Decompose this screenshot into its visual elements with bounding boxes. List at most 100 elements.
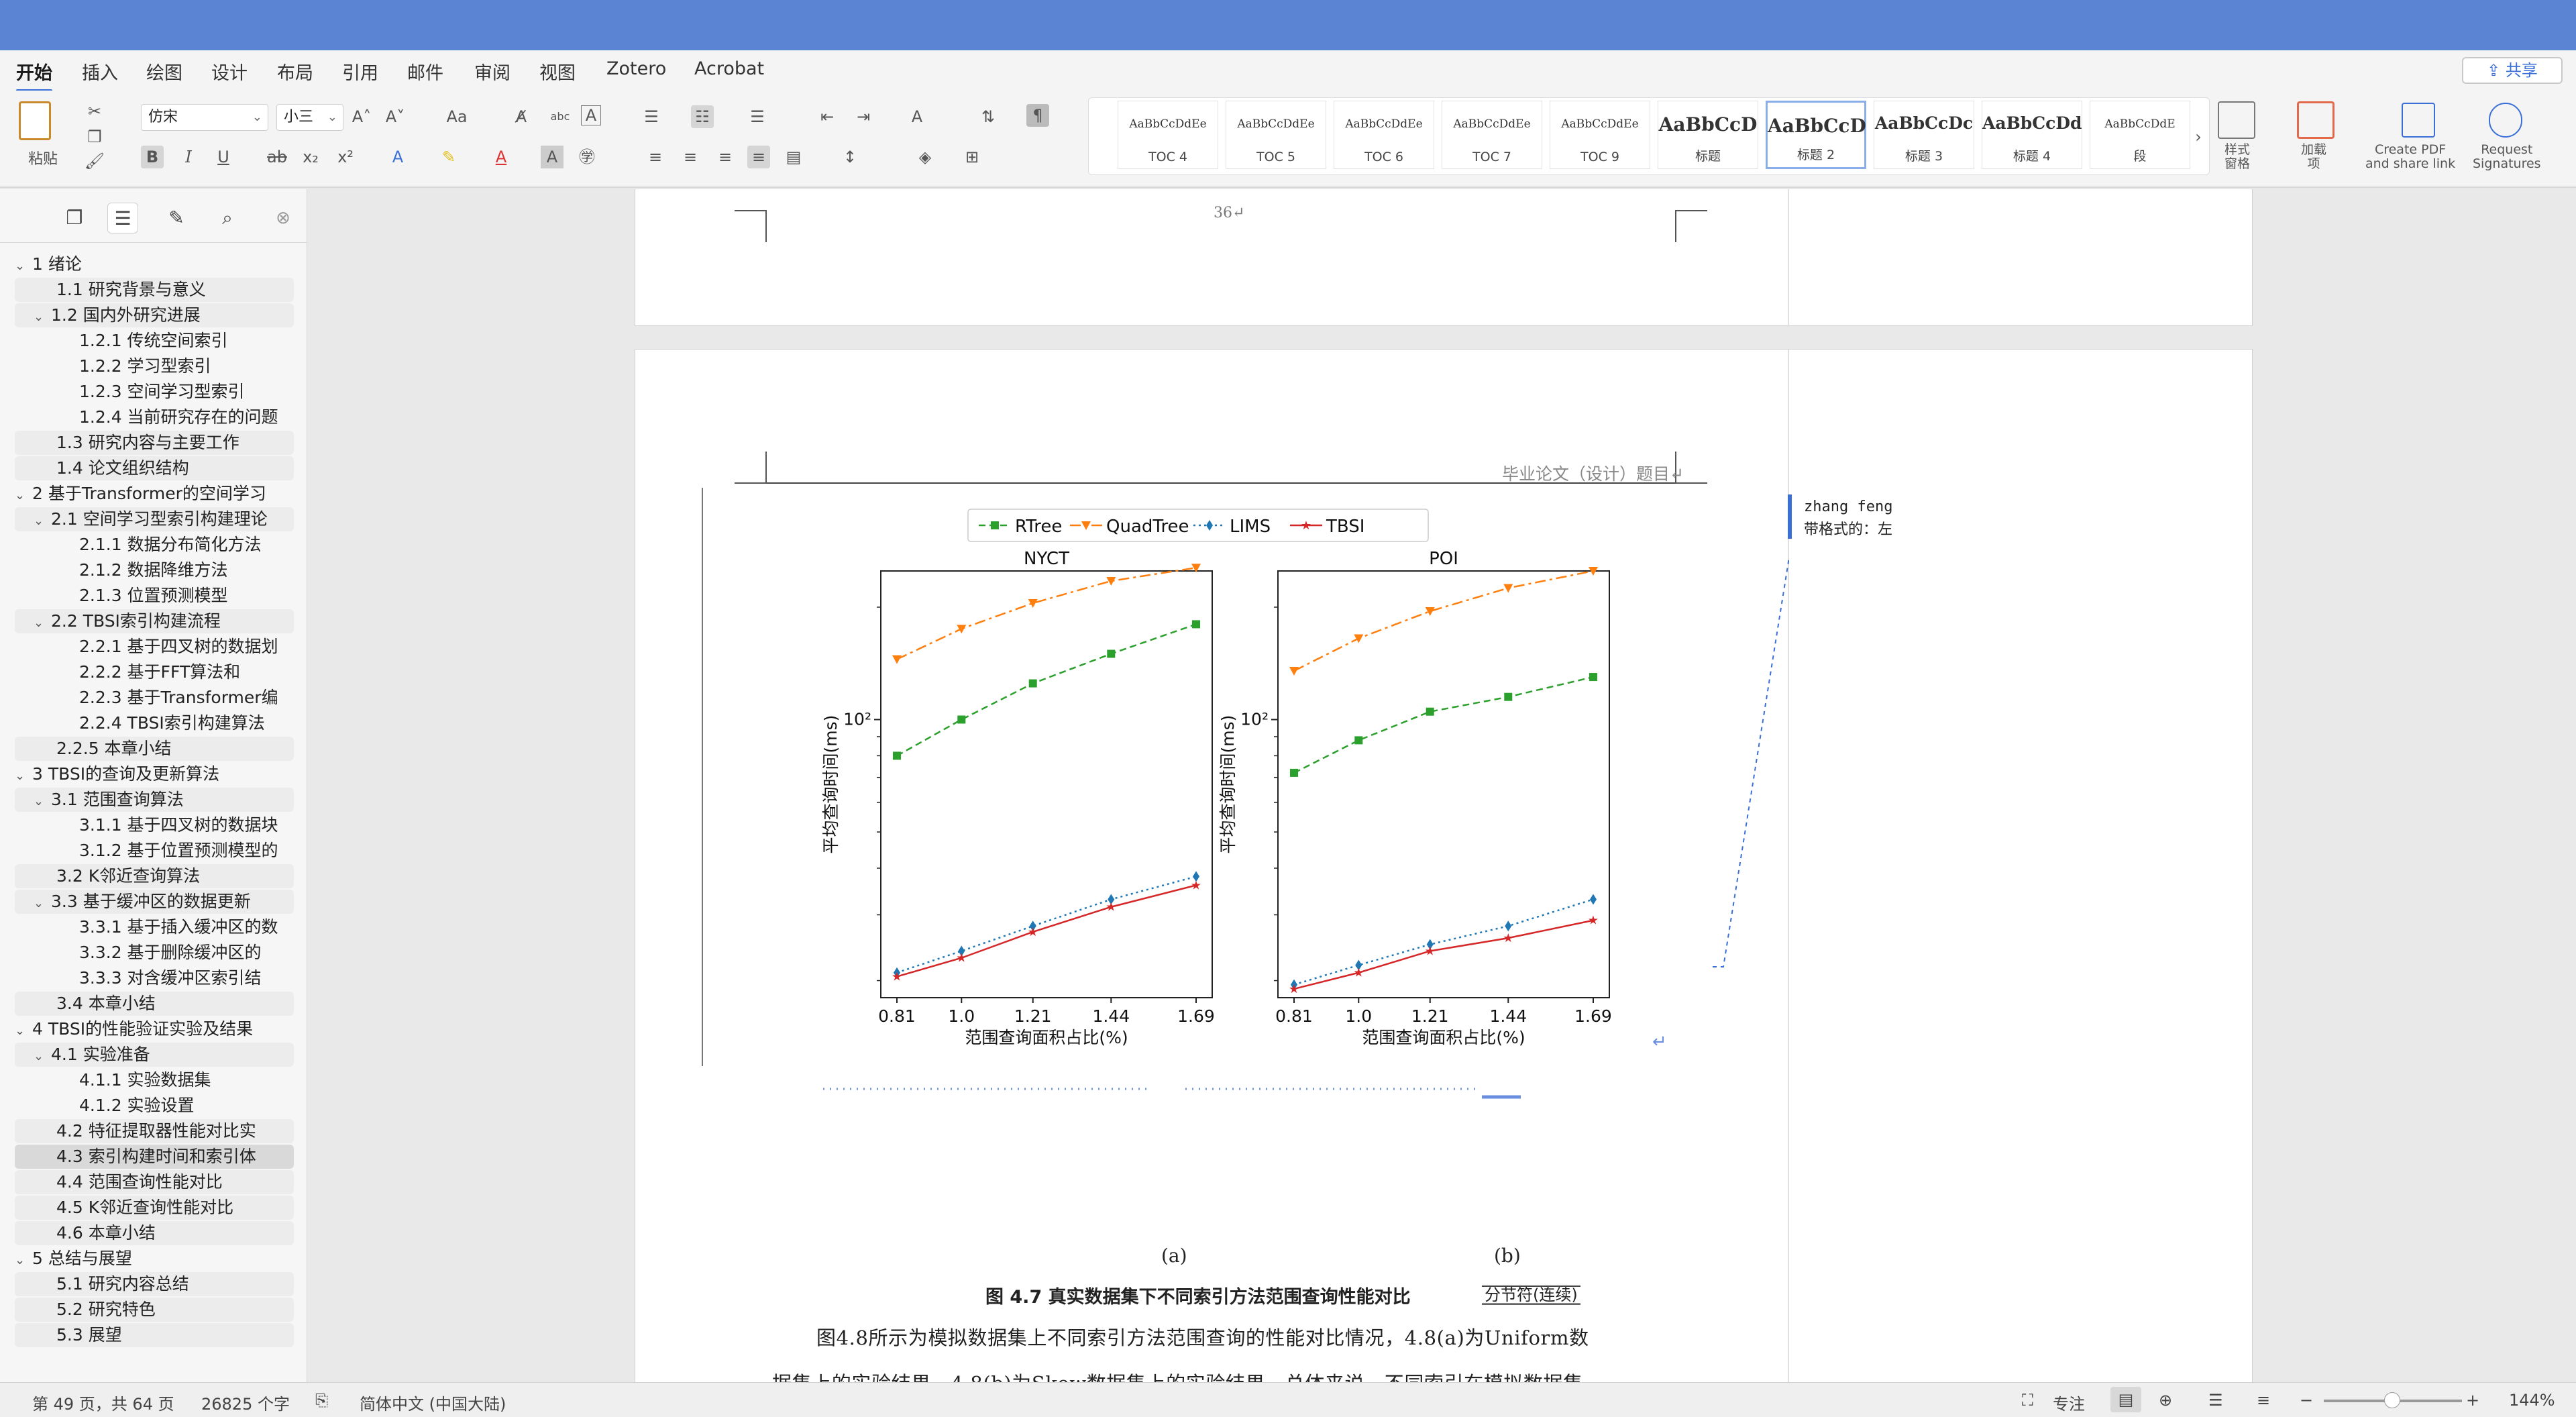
sort-icon[interactable]: ⇅	[981, 107, 996, 126]
draft-view-icon[interactable]: ≡	[2257, 1391, 2271, 1410]
tab-mailings[interactable]: 邮件	[407, 63, 443, 84]
page-count[interactable]: 第 49 页，共 64 页	[32, 1395, 174, 1414]
clear-format-icon[interactable]: A̸	[515, 107, 527, 126]
enclose-char-icon[interactable]: ㊫	[579, 148, 595, 166]
document-canvas[interactable]: 36↵ 毕业论文（设计）题目↵ zhang feng 带格式的：左 RTree Q…	[309, 189, 2576, 1382]
outline-item[interactable]: 1.2.2 学习型索引	[15, 354, 294, 378]
outline-item[interactable]: ⌄ 5 总结与展望	[15, 1247, 294, 1271]
phonetic-guide-icon[interactable]: abc	[550, 110, 570, 123]
style-item[interactable]: AaBbCcD 标题 2	[1766, 101, 1866, 169]
proofing-icon[interactable]: ⎘	[315, 1391, 329, 1410]
text-effects-icon[interactable]: A	[392, 148, 404, 166]
tab-acrobat[interactable]: Acrobat	[694, 58, 765, 79]
outline-item[interactable]: ⌄ 1 绪论	[15, 252, 294, 276]
chevron-down-icon[interactable]: ⌄	[15, 488, 25, 503]
edit-notes-icon[interactable]: ✎	[168, 207, 184, 229]
outline-item[interactable]: 2.2.4 TBSI索引构建算法	[15, 711, 294, 735]
outline-item[interactable]: 1.1 研究背景与意义	[15, 278, 294, 302]
style-item[interactable]: AaBbCcDdEe TOC 6	[1334, 101, 1434, 169]
strikethrough-icon[interactable]: ab	[267, 148, 287, 166]
outline-item[interactable]: 2.1.1 数据分布简化方法	[15, 533, 294, 557]
outline-item[interactable]: ⌄ 3.3 基于缓冲区的数据更新	[15, 890, 294, 914]
zoom-out-icon[interactable]: −	[2300, 1391, 2314, 1410]
close-icon[interactable]: ⊗	[276, 208, 290, 228]
highlight-icon[interactable]: ✎	[441, 148, 456, 166]
borders-icon[interactable]: ⊞	[965, 148, 979, 166]
tab-view[interactable]: 视图	[539, 63, 576, 84]
chevron-down-icon[interactable]: ⌄	[34, 794, 44, 808]
paste-icon[interactable]	[19, 101, 51, 140]
tab-layout[interactable]: 布局	[277, 63, 313, 84]
outline-item[interactable]: ⌄ 1.2 国内外研究进展	[15, 303, 294, 327]
focus-label[interactable]: 专注	[2053, 1395, 2085, 1414]
outline-item[interactable]: 1.2.1 传统空间索引	[15, 329, 294, 353]
outline-item[interactable]: ⌄ 3 TBSI的查询及更新算法	[15, 762, 294, 786]
outline-item[interactable]: 4.4 范围查询性能对比	[15, 1170, 294, 1194]
distributed-icon[interactable]: ▤	[786, 148, 802, 166]
style-item[interactable]: AaBbCcDc 标题 3	[1874, 101, 1974, 169]
font-name-select[interactable]: 仿宋 ⌄	[141, 104, 268, 131]
underline-icon[interactable]: U	[217, 148, 229, 166]
outline-item[interactable]: 5.2 研究特色	[15, 1298, 294, 1322]
style-item[interactable]: AaBbCcDd 标题 4	[1982, 101, 2082, 169]
style-item[interactable]: AaBbCcDdEe TOC 9	[1550, 101, 1650, 169]
language[interactable]: 简体中文 (中国大陆)	[360, 1395, 506, 1414]
outline-item[interactable]: 3.1.1 基于四叉树的数据块	[15, 813, 294, 837]
increase-indent-icon[interactable]: ⇥	[856, 107, 871, 126]
change-case-icon[interactable]: Aa	[446, 107, 468, 126]
outline-icon[interactable]: ☰	[107, 203, 138, 233]
outline-item[interactable]: 1.2.3 空间学习型索引	[15, 380, 294, 404]
addins-icon[interactable]	[2297, 101, 2334, 139]
style-item[interactable]: AaBbCcDdEe TOC 7	[1442, 101, 1542, 169]
outline-item[interactable]: 4.2 特征提取器性能对比实	[15, 1119, 294, 1143]
decrease-indent-icon[interactable]: ⇤	[820, 107, 835, 126]
chevron-down-icon[interactable]: ⌄	[34, 310, 44, 324]
bold-icon[interactable]: B	[141, 146, 164, 168]
outline-view-icon[interactable]: ☰	[2208, 1391, 2223, 1410]
copy-icon[interactable]: ❐	[87, 127, 102, 146]
style-item[interactable]: AaBbCcDdEe TOC 5	[1226, 101, 1326, 169]
numbering-icon[interactable]: ☷	[691, 105, 714, 128]
char-border-icon[interactable]: A	[581, 105, 601, 125]
search-icon[interactable]: ⌕	[222, 207, 233, 229]
justify-icon[interactable]: ≡	[747, 146, 770, 168]
align-center-icon[interactable]: ≡	[683, 148, 698, 166]
grow-font-icon[interactable]: A˄	[352, 107, 372, 126]
chevron-down-icon[interactable]: ⌄	[15, 1253, 25, 1267]
style-item[interactable]: AaBbCcD 标题	[1658, 101, 1758, 169]
outline-item[interactable]: 4.1.1 实验数据集	[15, 1068, 294, 1092]
outline-item[interactable]: 2.2.3 基于Transformer编	[15, 686, 294, 710]
outline-item[interactable]: 2.2.2 基于FFT算法和	[15, 660, 294, 684]
chevron-down-icon[interactable]: ⌄	[34, 616, 44, 630]
outline-item[interactable]: 1.3 研究内容与主要工作	[15, 431, 294, 455]
outline-item[interactable]: 4.3 索引构建时间和索引体	[15, 1145, 294, 1169]
bullets-icon[interactable]: ☰	[644, 107, 659, 126]
format-painter-icon[interactable]: 🖌	[84, 152, 105, 170]
comment-text[interactable]: 带格式的：左	[1804, 521, 1893, 538]
outline-item[interactable]: ⌄ 3.1 范围查询算法	[15, 788, 294, 812]
cut-icon[interactable]: ✂	[87, 102, 102, 121]
chevron-down-icon[interactable]: ⌄	[34, 896, 44, 910]
outline-item[interactable]: 4.5 K邻近查询性能对比	[15, 1196, 294, 1220]
asian-layout-icon[interactable]: A	[911, 107, 923, 126]
tab-references[interactable]: 引用	[342, 63, 378, 84]
create-pdf-icon[interactable]	[2402, 103, 2435, 138]
chevron-right-icon[interactable]: ›	[2195, 127, 2202, 146]
tab-home[interactable]: 开始	[16, 58, 52, 93]
outline-item[interactable]: ⌄ 2.1 空间学习型索引构建理论	[15, 507, 294, 531]
outline-item[interactable]: 2.1.2 数据降维方法	[15, 558, 294, 582]
font-color-icon[interactable]: A	[495, 148, 507, 166]
outline-item[interactable]: ⌄ 4.1 实验准备	[15, 1043, 294, 1067]
zoom-level[interactable]: 144%	[2509, 1391, 2555, 1410]
tab-zotero[interactable]: Zotero	[606, 58, 667, 79]
style-item[interactable]: AaBbCcDdE 段	[2090, 101, 2190, 169]
focus-icon[interactable]: ⛶	[2022, 1391, 2033, 1410]
outline-item[interactable]: 3.2 K邻近查询算法	[15, 864, 294, 888]
outline-item[interactable]: 3.1.2 基于位置预测模型的	[15, 839, 294, 863]
zoom-in-icon[interactable]: +	[2466, 1391, 2480, 1410]
font-size-select[interactable]: 小三 ⌄	[276, 104, 343, 131]
line-spacing-icon[interactable]: ↕	[843, 148, 857, 166]
italic-icon[interactable]: I	[185, 148, 192, 166]
outline-item[interactable]: 5.1 研究内容总结	[15, 1272, 294, 1296]
chevron-down-icon[interactable]: ⌄	[34, 1049, 44, 1063]
